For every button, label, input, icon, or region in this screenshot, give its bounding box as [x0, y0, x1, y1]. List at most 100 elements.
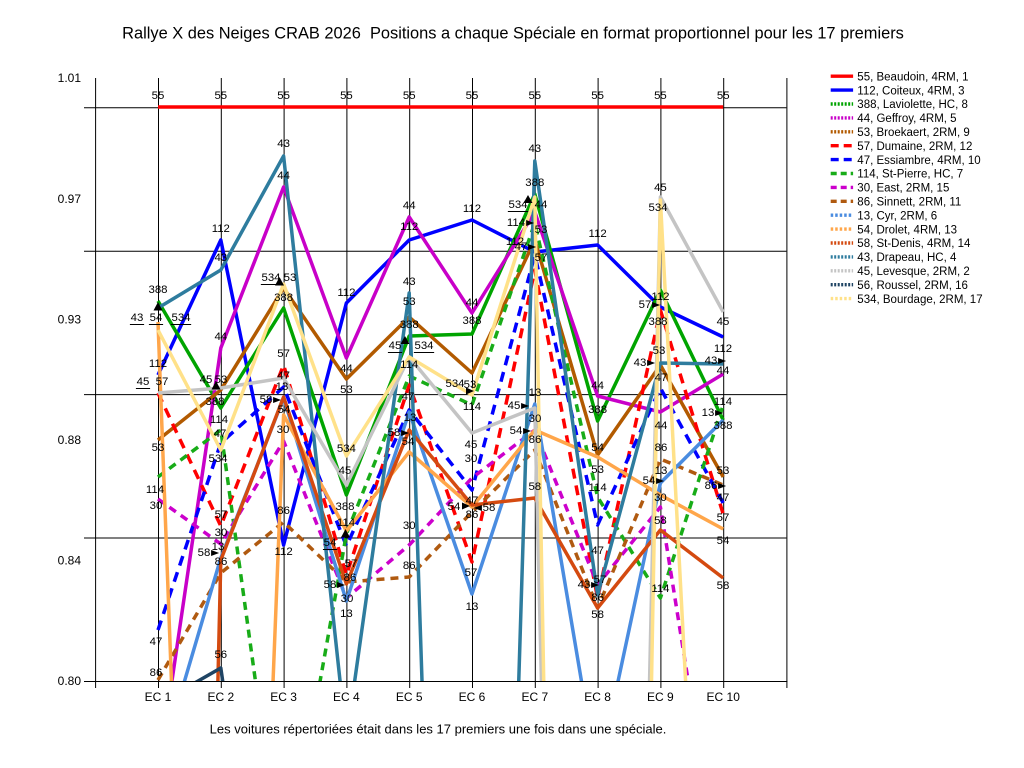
svg-text:112: 112 — [275, 546, 293, 558]
svg-text:534: 534 — [414, 340, 433, 352]
svg-text:30, East, 2RM, 15: 30, East, 2RM, 15 — [857, 183, 949, 195]
svg-text:43: 43 — [277, 138, 290, 150]
svg-text:45: 45 — [465, 439, 478, 451]
svg-text:44: 44 — [214, 331, 227, 343]
svg-text:Rallye X des Neiges CRAB 2026: Rallye X des Neiges CRAB 2026 Positions … — [122, 25, 904, 43]
svg-text:112: 112 — [212, 223, 230, 235]
svg-text:57: 57 — [345, 558, 358, 570]
svg-text:53: 53 — [535, 224, 548, 236]
svg-text:53: 53 — [152, 442, 165, 454]
svg-text:45: 45 — [508, 400, 521, 412]
svg-text:534: 534 — [208, 453, 227, 465]
svg-text:47: 47 — [277, 370, 290, 382]
svg-text:43, Drapeau, HC, 4: 43, Drapeau, HC, 4 — [857, 252, 957, 264]
svg-text:13: 13 — [529, 387, 542, 399]
svg-text:55: 55 — [466, 90, 479, 102]
svg-text:45, Levesque, 2RM, 2: 45, Levesque, 2RM, 2 — [857, 266, 970, 278]
svg-text:13: 13 — [466, 601, 479, 613]
svg-text:44: 44 — [535, 199, 548, 211]
svg-text:534: 534 — [171, 312, 190, 324]
svg-text:43: 43 — [634, 357, 647, 369]
svg-text:86: 86 — [403, 560, 416, 572]
svg-text:45: 45 — [200, 374, 213, 386]
svg-text:30: 30 — [403, 520, 416, 532]
svg-text:58: 58 — [654, 515, 667, 527]
svg-text:54: 54 — [448, 501, 461, 513]
svg-text:47: 47 — [466, 495, 479, 507]
svg-text:388: 388 — [335, 501, 354, 513]
svg-text:EC 10: EC 10 — [707, 690, 741, 704]
svg-text:112: 112 — [714, 343, 732, 355]
svg-text:55: 55 — [591, 90, 604, 102]
svg-text:30: 30 — [529, 413, 542, 425]
svg-text:54: 54 — [591, 442, 604, 454]
svg-text:114: 114 — [146, 484, 164, 496]
svg-text:43: 43 — [131, 312, 144, 324]
svg-text:57: 57 — [156, 376, 169, 388]
svg-text:44: 44 — [717, 365, 730, 377]
svg-text:86: 86 — [705, 480, 718, 492]
svg-text:114: 114 — [337, 517, 355, 529]
svg-text:55: 55 — [277, 90, 290, 102]
svg-text:EC 4: EC 4 — [333, 690, 360, 704]
svg-text:55: 55 — [403, 90, 416, 102]
svg-text:53: 53 — [340, 384, 353, 396]
svg-text:53: 53 — [215, 374, 228, 386]
svg-text:58: 58 — [388, 427, 401, 439]
svg-text:58: 58 — [198, 547, 211, 559]
svg-text:388: 388 — [588, 404, 607, 416]
svg-text:86: 86 — [150, 667, 163, 679]
svg-text:112: 112 — [149, 358, 167, 370]
svg-text:58, St-Denis, 4RM, 14: 58, St-Denis, 4RM, 14 — [857, 238, 971, 250]
svg-text:86: 86 — [655, 442, 668, 454]
svg-text:13: 13 — [655, 465, 668, 477]
svg-text:45: 45 — [389, 340, 402, 352]
svg-text:58: 58 — [717, 580, 730, 592]
svg-text:57: 57 — [535, 252, 548, 264]
svg-text:44: 44 — [277, 170, 290, 182]
svg-text:54: 54 — [643, 475, 656, 487]
svg-text:58: 58 — [483, 502, 496, 514]
svg-text:56: 56 — [214, 649, 227, 661]
svg-text:54: 54 — [324, 537, 337, 549]
svg-text:54: 54 — [510, 425, 523, 437]
svg-text:44: 44 — [403, 200, 416, 212]
svg-text:43: 43 — [403, 276, 416, 288]
svg-text:388: 388 — [400, 319, 419, 331]
svg-text:56, Roussel, 2RM, 16: 56, Roussel, 2RM, 16 — [857, 280, 968, 292]
svg-text:112: 112 — [506, 236, 524, 248]
svg-text:114: 114 — [507, 217, 525, 229]
svg-text:55: 55 — [214, 90, 227, 102]
svg-text:44, Geffroy, 4RM, 5: 44, Geffroy, 4RM, 5 — [857, 113, 956, 125]
svg-text:EC 2: EC 2 — [207, 690, 234, 704]
svg-text:13: 13 — [702, 407, 715, 419]
svg-text:388: 388 — [462, 315, 481, 327]
svg-text:EC 6: EC 6 — [459, 690, 486, 704]
svg-text:EC 7: EC 7 — [521, 690, 548, 704]
svg-text:Les voitures répertoriées étai: Les voitures répertoriées était dans les… — [210, 722, 667, 737]
svg-text:534, Bourdage, 2RM, 17: 534, Bourdage, 2RM, 17 — [857, 294, 982, 306]
svg-text:114: 114 — [651, 583, 669, 595]
svg-text:388: 388 — [148, 284, 167, 296]
svg-text:114, St-Pierre, HC, 7: 114, St-Pierre, HC, 7 — [857, 169, 963, 181]
svg-text:0.80: 0.80 — [58, 674, 82, 688]
svg-text:53: 53 — [284, 272, 297, 284]
svg-text:57: 57 — [215, 509, 228, 521]
svg-text:43: 43 — [705, 355, 718, 367]
svg-text:86: 86 — [277, 505, 290, 517]
svg-text:54: 54 — [402, 436, 415, 448]
svg-text:114: 114 — [210, 414, 228, 426]
svg-text:EC 9: EC 9 — [647, 690, 674, 704]
svg-text:86: 86 — [529, 434, 542, 446]
svg-text:47: 47 — [402, 391, 415, 403]
svg-text:30: 30 — [215, 527, 228, 539]
svg-text:112: 112 — [400, 221, 418, 233]
svg-text:57: 57 — [639, 299, 652, 311]
svg-text:55, Beaudoin, 4RM, 1: 55, Beaudoin, 4RM, 1 — [857, 71, 968, 83]
svg-text:EC 1: EC 1 — [145, 690, 172, 704]
svg-text:43: 43 — [214, 252, 227, 264]
svg-text:30: 30 — [341, 593, 354, 605]
svg-text:388, Laviolette, HC, 8: 388, Laviolette, HC, 8 — [857, 99, 968, 111]
svg-text:534: 534 — [261, 272, 280, 284]
svg-text:58: 58 — [324, 579, 337, 591]
